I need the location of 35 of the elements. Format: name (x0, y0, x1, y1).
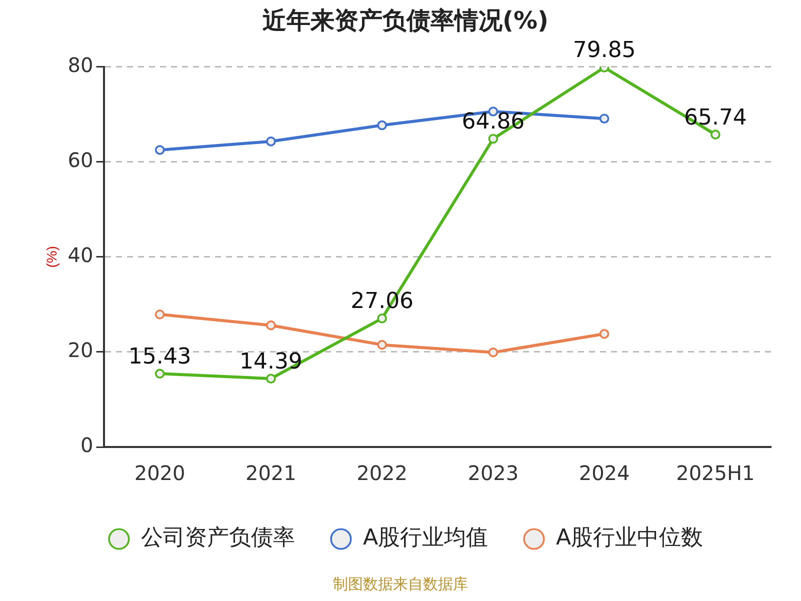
point (377, 120, 387, 130)
text: 制图数据来自数据库 (332, 575, 469, 594)
data-label: 15.43 (128, 344, 192, 370)
point (488, 348, 498, 358)
point (266, 320, 276, 330)
point (599, 114, 610, 124)
x-tick-label: 2022 (356, 461, 408, 486)
point (488, 134, 498, 144)
point (154, 368, 165, 379)
point (377, 313, 387, 324)
point (154, 310, 165, 320)
x-tick-label: 2021 (245, 461, 296, 486)
y-tick-label: 60 (68, 148, 94, 172)
legend-label: 公司资产负债率 (140, 526, 295, 551)
x-tick-label: 2024 (578, 461, 630, 486)
point (266, 136, 276, 146)
x-tick-label: 2023 (468, 461, 519, 486)
data-label: 79.85 (572, 38, 636, 64)
x-tick-label: 2025H1 (676, 461, 755, 486)
x-tick-label: 2020 (134, 461, 186, 486)
legend-label: A股行业均值 (362, 526, 488, 551)
chart-title: 近年来资产负债率情况(%) (262, 6, 548, 35)
point (710, 130, 720, 140)
y-tick-label: 80 (68, 53, 94, 78)
point (154, 145, 165, 155)
y-tick-label: 40 (68, 243, 94, 268)
y-tick-label: 20 (68, 338, 94, 362)
legend-label: A股行业中位数 (556, 526, 704, 551)
point (266, 374, 276, 384)
y-tick-label: 0 (80, 433, 94, 458)
data-label: 65.74 (684, 105, 747, 130)
point (599, 328, 610, 339)
y-axis-title: (%) (43, 246, 60, 268)
point (377, 340, 387, 350)
data-label: 14.39 (239, 349, 302, 374)
